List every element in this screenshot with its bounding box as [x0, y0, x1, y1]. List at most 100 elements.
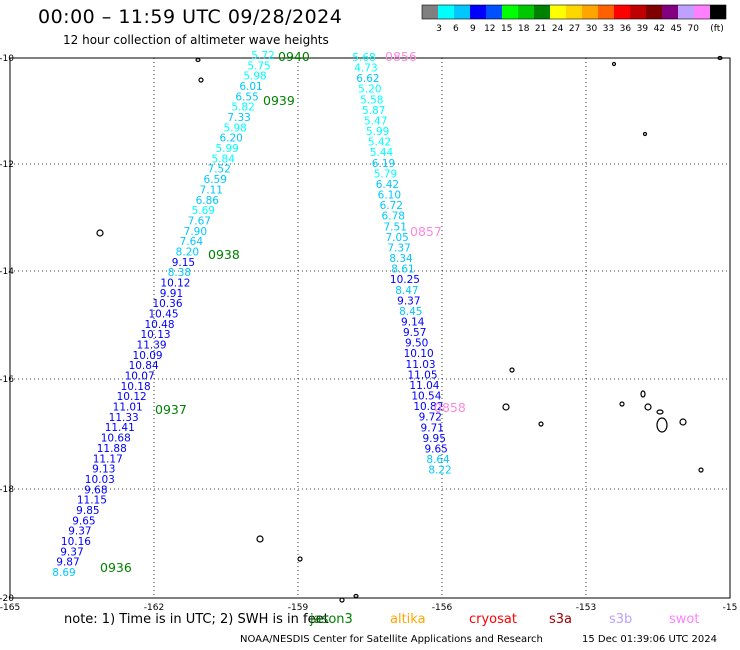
wave-height-value: 10.18	[121, 381, 151, 393]
colorbar-swatch	[694, 5, 710, 19]
island-outline	[642, 131, 648, 137]
x-tick-label: -15	[723, 603, 738, 613]
colorbar-label: 15	[501, 24, 512, 34]
wave-height-value: 5.82	[231, 102, 254, 114]
wave-height-value: 8.45	[399, 306, 422, 318]
wave-height-value: 6.01	[239, 81, 262, 93]
wave-height-value: 5.99	[366, 126, 389, 138]
generated-timestamp: 15 Dec 01:39:06 UTC 2024	[582, 634, 717, 645]
sat-label-jason3: jason3	[310, 612, 353, 627]
wave-height-value: 9.65	[424, 443, 447, 455]
wave-height-value: 10.54	[411, 391, 441, 403]
wave-height-value: 9.91	[160, 288, 183, 300]
island-outline	[198, 77, 204, 83]
wave-height-value: 11.15	[77, 495, 107, 507]
wave-height-value: 10.82	[413, 401, 443, 413]
wave-height-value: 10.68	[101, 433, 131, 445]
wave-height-value: 9.37	[68, 526, 91, 538]
wave-height-value: 5.84	[212, 153, 236, 165]
colorbar-swatch	[710, 5, 726, 19]
y-tick-label: -12	[0, 160, 14, 170]
wave-height-value: 7.33	[227, 112, 250, 124]
island-outline	[679, 418, 687, 426]
wave-height-value: 10.16	[61, 536, 91, 548]
colorbar-swatch	[678, 5, 694, 19]
colorbar-swatch	[614, 5, 630, 19]
wave-height-value: 8.61	[391, 264, 414, 276]
wave-height-value: 6.86	[196, 195, 220, 207]
wave-height-value: 10.48	[144, 319, 174, 331]
wave-height-value: 5.99	[215, 143, 238, 155]
colorbar-label: 3	[436, 24, 442, 34]
colorbar-label: 30	[586, 24, 598, 34]
wave-height-value: 5.68	[352, 52, 375, 64]
wave-height-value: 7.11	[200, 184, 223, 196]
wave-height-value: 6.42	[376, 179, 399, 191]
colorbar-swatch	[486, 5, 502, 19]
wave-height-value: 8.69	[52, 567, 75, 579]
island-outline	[96, 229, 104, 237]
x-tick-label: -159	[288, 603, 309, 613]
wave-height-value: 8.22	[428, 465, 451, 477]
pass-time-label: 0940	[278, 49, 310, 64]
wave-height-value: 6.10	[378, 190, 401, 202]
sat-label-altika: altika	[390, 612, 426, 627]
wave-height-value: 11.01	[113, 402, 143, 414]
wave-height-value: 7.67	[188, 215, 211, 227]
wave-height-value: 10.13	[141, 329, 171, 341]
colorbar-label: 33	[603, 24, 614, 34]
wave-height-value: 9.37	[60, 546, 83, 558]
y-tick-label: -18	[0, 485, 14, 495]
colorbar-frame	[421, 4, 727, 20]
wave-height-value: 11.33	[109, 412, 139, 424]
sat-label-cryosat: cryosat	[469, 612, 517, 627]
wave-height-value: 9.65	[72, 515, 95, 527]
wave-height-value: 10.84	[129, 360, 159, 372]
island-outline	[656, 409, 664, 415]
island-outline	[509, 367, 515, 373]
wave-height-value: 7.05	[385, 232, 408, 244]
colorbar-swatch	[662, 5, 678, 19]
wave-height-value: 5.98	[243, 71, 266, 83]
wave-height-value: 9.50	[405, 338, 428, 350]
wave-height-value: 9.14	[401, 317, 425, 329]
colorbar-label: 45	[671, 24, 682, 34]
wave-height-colorbar: 3 6 9 12 15 18 21 24 27 30 33 36 39 42 45 70 (ft)	[421, 4, 727, 34]
wave-height-value: 5.20	[358, 84, 381, 96]
wave-height-value: 5.44	[370, 147, 394, 159]
wave-height-value: 7.52	[208, 164, 231, 176]
colorbar-swatch	[646, 5, 662, 19]
pass-time-label: 0857	[410, 224, 442, 239]
wave-height-value: 11.39	[137, 340, 167, 352]
sat-label-swot: swot	[669, 612, 700, 627]
colorbar-swatch	[582, 5, 598, 19]
wave-height-value: 10.45	[148, 309, 178, 321]
wave-height-value: 8.47	[395, 285, 418, 297]
wave-height-value: 7.51	[384, 221, 407, 233]
colorbar-swatch	[518, 5, 534, 19]
wave-height-value: 10.36	[152, 298, 182, 310]
map-subtitle: 12 hour collection of altimeter wave hei…	[63, 33, 329, 47]
sat-label-s3a: s3a	[549, 612, 573, 627]
colorbar-label: 39	[637, 24, 649, 34]
wave-height-value: 10.09	[133, 350, 163, 362]
pass-time-label: 0937	[155, 402, 187, 417]
wave-height-value: 5.75	[247, 60, 270, 72]
wave-height-value: 5.72	[251, 50, 274, 62]
wave-height-value: 9.85	[76, 505, 99, 517]
colorbar-label: 6	[453, 24, 459, 34]
colorbar-swatch	[502, 5, 518, 19]
wave-height-value: 10.25	[390, 274, 420, 286]
wave-height-value: 10.07	[125, 371, 155, 383]
colorbar-swatch	[630, 5, 646, 19]
footer-note: note: 1) Time is in UTC; 2) SWH is in fe…	[64, 612, 329, 627]
wave-height-value: 8.64	[426, 454, 450, 466]
island-outline	[256, 535, 264, 543]
wave-height-value: 9.87	[56, 557, 79, 569]
colorbar-label: 9	[470, 24, 476, 34]
wave-height-value: 8.34	[389, 253, 413, 265]
colorbar-swatch	[534, 5, 550, 19]
island-outline	[339, 597, 345, 603]
wave-height-value: 4.73	[354, 63, 377, 75]
wave-height-value: 11.88	[97, 443, 127, 455]
